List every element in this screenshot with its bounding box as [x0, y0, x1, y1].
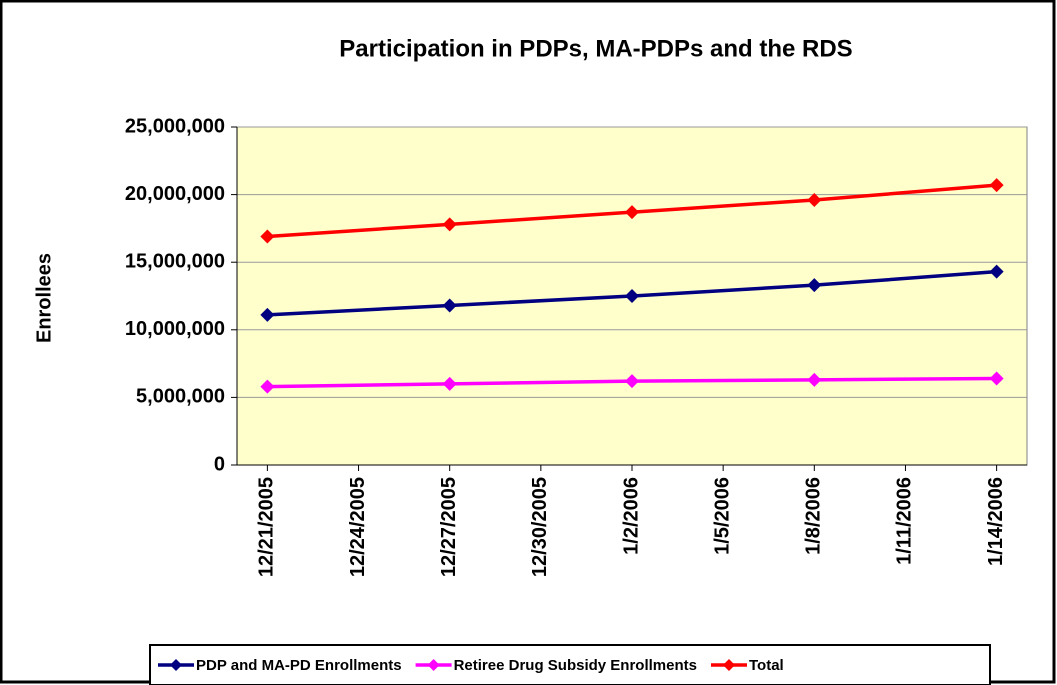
- marker: [625, 289, 639, 303]
- x-tick-label: 12/21/2005: [256, 477, 278, 577]
- x-tick-label: 1/2/2006: [620, 477, 642, 555]
- marker: [442, 298, 457, 313]
- marker: [625, 205, 639, 220]
- x-tick-label: 1/11/2006: [894, 477, 916, 565]
- legend-label: PDP and MA-PD Enrollments: [196, 657, 402, 674]
- x-tick-label: 1/14/2006: [985, 477, 1007, 566]
- legend-marker: [427, 659, 440, 671]
- x-tick-label: 12/30/2005: [529, 477, 551, 577]
- marker: [807, 278, 822, 293]
- marker: [260, 379, 275, 394]
- marker: [989, 371, 1004, 386]
- y-tick-label: 15,000,000: [125, 250, 225, 272]
- marker: [442, 376, 457, 391]
- y-tick-label: 25,000,000: [125, 115, 225, 137]
- x-tick-label: 12/27/2005: [438, 477, 460, 577]
- y-tick-label: 10,000,000: [125, 318, 225, 340]
- marker: [989, 178, 1004, 193]
- y-axis-label: Enrollees: [33, 253, 55, 343]
- marker: [807, 372, 822, 387]
- marker: [807, 193, 822, 208]
- marker: [625, 374, 639, 389]
- y-tick-label: 0: [214, 453, 225, 475]
- marker: [442, 217, 457, 232]
- chart-title: Participation in PDPs, MA-PDPs and the R…: [339, 35, 852, 62]
- x-tick-label: 12/24/2005: [347, 477, 369, 577]
- marker: [260, 229, 275, 244]
- y-tick-label: 5,000,000: [136, 386, 225, 408]
- legend-marker: [170, 659, 182, 671]
- marker: [260, 307, 275, 322]
- x-tick-label: 1/5/2006: [711, 477, 733, 555]
- legend-marker: [722, 659, 735, 671]
- legend-label: Total: [749, 657, 784, 674]
- y-tick-label: 20,000,000: [125, 183, 225, 205]
- marker: [989, 264, 1004, 279]
- x-tick-label: 1/8/2006: [803, 477, 825, 555]
- legend-box: [149, 644, 991, 685]
- legend-label: Retiree Drug Subsidy Enrollments: [454, 657, 697, 674]
